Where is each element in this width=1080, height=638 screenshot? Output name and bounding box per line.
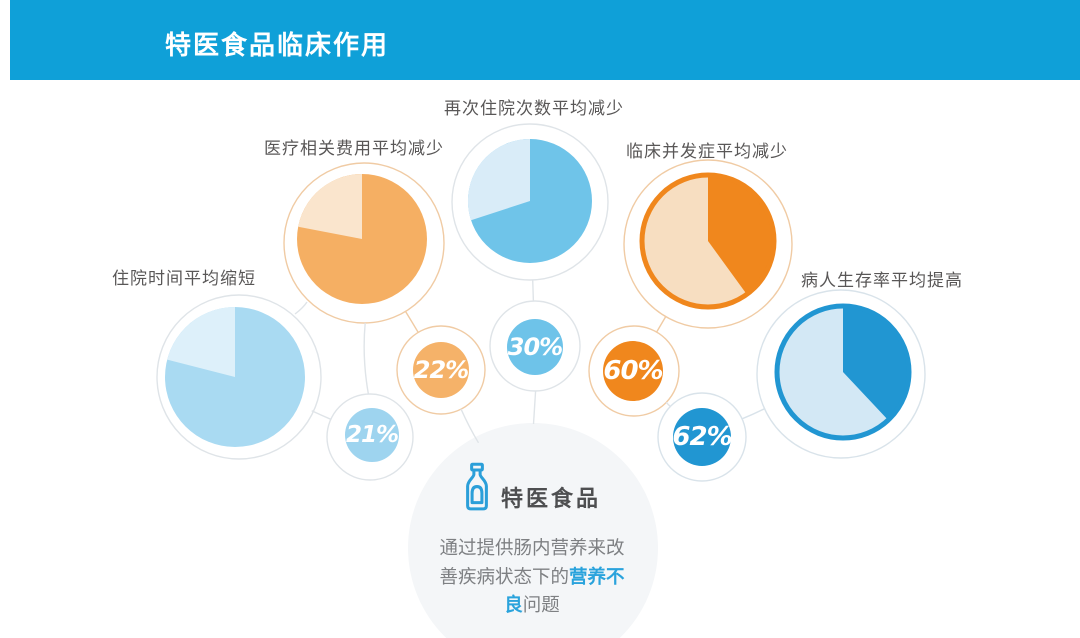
page-title: 特医食品临床作用 — [165, 30, 390, 60]
metric-label-readmissions: 再次住院次数平均减少 — [444, 99, 624, 118]
connector-line — [741, 408, 765, 420]
pie-outline-circle — [451, 123, 609, 281]
pie-outline-circle — [156, 294, 322, 460]
badge-readmissions-percent: 30% — [507, 319, 563, 375]
center-description: 通过提供肠内营养来改善疾病状态下的营养不良问题 — [433, 534, 631, 620]
badge-survival-rate-percent: 62% — [672, 408, 733, 466]
pie-complications — [639, 172, 777, 310]
badge-outline-circle — [396, 325, 486, 415]
center-title: 特医食品 — [501, 486, 602, 511]
metric-label-complications: 临床并发症平均减少 — [626, 142, 788, 161]
pie-hospital-stay — [165, 307, 305, 447]
badge-complications-percent: 60% — [603, 341, 664, 401]
description-suffix: 问题 — [522, 594, 560, 615]
connector-line — [311, 410, 332, 420]
metric-label-medical-costs: 医疗相关费用平均减少 — [264, 139, 444, 158]
pie-outline-circle — [756, 289, 926, 459]
pie-survival-rate — [774, 303, 912, 441]
badge-medical-costs-percent: 22% — [413, 342, 469, 398]
badge-outline-circle — [588, 325, 680, 417]
badge-outline-circle — [326, 393, 414, 481]
connector-line — [665, 401, 671, 407]
pie-medical-costs — [297, 174, 427, 304]
metric-label-hospital-stay: 住院时间平均缩短 — [112, 269, 256, 288]
header-bar: 特医食品临床作用 — [10, 0, 1080, 80]
description-prefix: 通过提供肠内营养来改善疾病状态下的 — [439, 537, 625, 587]
pie-outline-circle — [283, 162, 445, 324]
connector-line — [404, 311, 419, 333]
bottle-icon — [466, 462, 488, 511]
badge-outline-circle — [657, 392, 747, 482]
pie-readmissions — [467, 138, 592, 263]
connector-line — [460, 408, 480, 444]
connector-line — [294, 301, 308, 315]
metric-label-survival-rate: 病人生存率平均提高 — [801, 271, 963, 290]
center-highlight-circle — [408, 423, 658, 638]
connector-line — [363, 322, 370, 395]
connector-line — [532, 279, 535, 302]
connector-line — [655, 316, 667, 333]
badge-hospital-stay-percent: 21% — [345, 408, 399, 462]
pie-outline-circle — [623, 159, 793, 329]
connector-line — [532, 390, 537, 425]
description-highlight: 营养不良 — [504, 565, 625, 616]
